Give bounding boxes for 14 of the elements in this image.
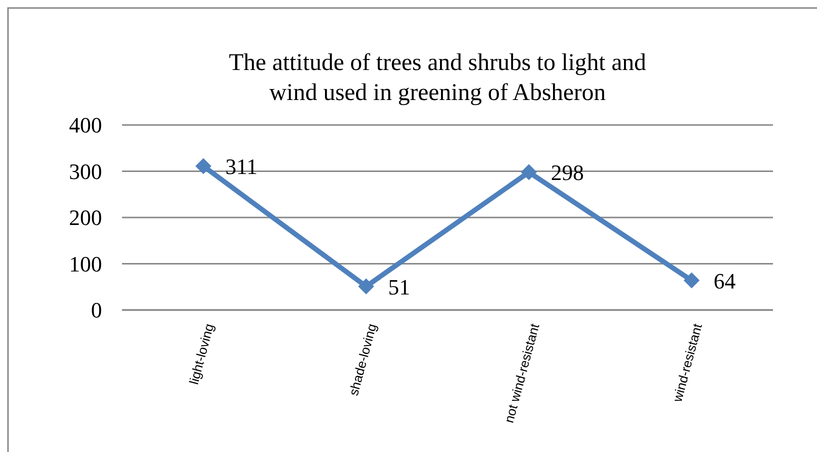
data-label: 298 [550, 160, 584, 186]
point [195, 158, 212, 174]
y-tick-label: 200 [69, 205, 102, 230]
data-label: 51 [388, 274, 410, 300]
y-tick-label: 300 [69, 158, 102, 184]
y-tick-label: 400 [69, 112, 102, 138]
point [684, 272, 700, 288]
y-tick-label: 100 [69, 251, 102, 276]
point [520, 164, 537, 180]
y-tick-label: 0 [91, 298, 102, 323]
chart-title: The attitude of trees and shrubs to light and wind used in greening of Absheron [228, 50, 646, 106]
data-label: 64 [714, 268, 736, 294]
data-label: 311 [225, 154, 258, 180]
point [358, 278, 374, 294]
